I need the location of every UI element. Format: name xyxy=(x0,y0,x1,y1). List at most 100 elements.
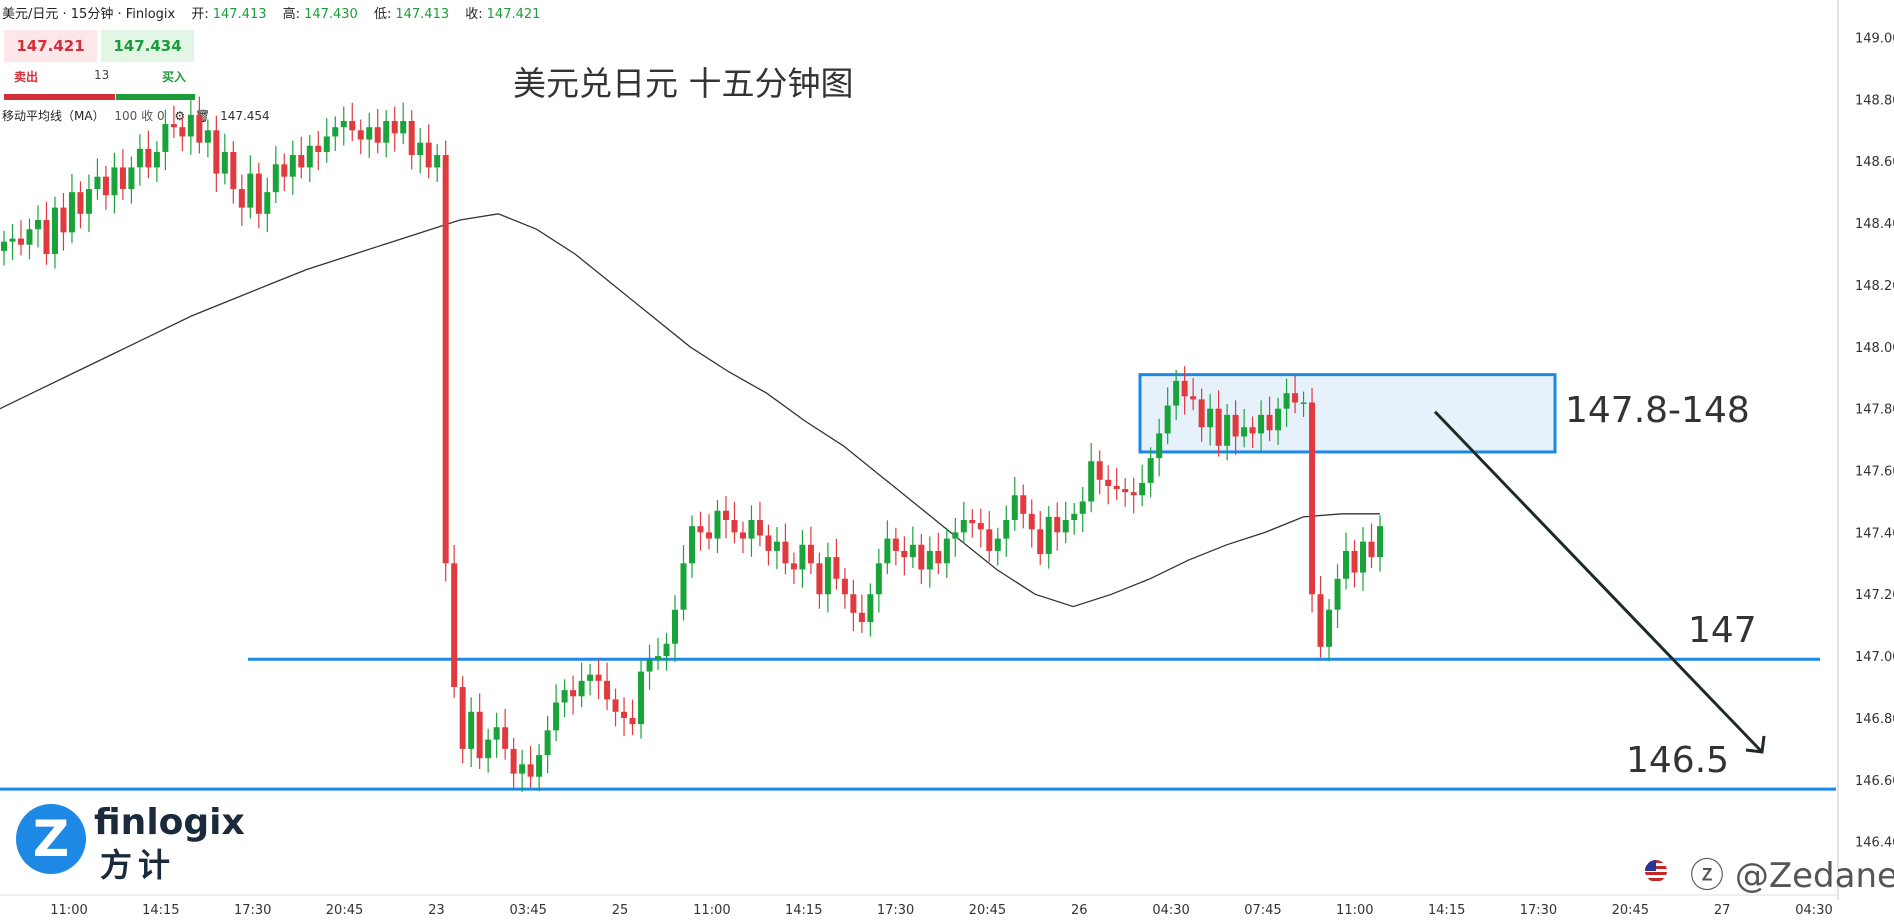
candle-body xyxy=(17,238,24,245)
candle-body xyxy=(85,189,92,214)
low-value: 147.413 xyxy=(395,7,450,22)
x-tick-label: 04:30 xyxy=(1152,903,1189,918)
candle-body xyxy=(926,550,933,570)
candle-body xyxy=(1258,414,1265,434)
candle-body xyxy=(1292,393,1299,403)
y-tick-label: 146.600 xyxy=(1855,774,1894,789)
candle-body xyxy=(782,541,789,564)
close-label: 收: xyxy=(465,7,483,22)
level-label-146-5: 146.5 xyxy=(1626,740,1730,781)
candle-body xyxy=(841,578,848,595)
candle-body xyxy=(170,124,177,128)
candle-body xyxy=(731,520,738,533)
candle-body xyxy=(451,563,458,688)
candle-body xyxy=(1249,427,1256,434)
candle-body xyxy=(102,176,109,196)
candle-body xyxy=(663,643,670,657)
y-tick-label: 147.800 xyxy=(1855,403,1894,418)
high-label: 高: xyxy=(282,7,301,22)
candle-body xyxy=(646,659,653,672)
candle-body xyxy=(196,114,203,143)
x-tick-label: 14:15 xyxy=(785,903,822,918)
candle-body xyxy=(689,526,695,564)
candle-body xyxy=(612,699,619,712)
sell-price[interactable]: 147.421 xyxy=(4,30,97,62)
x-tick-label: 17:30 xyxy=(234,903,271,918)
candle-body xyxy=(587,674,594,681)
candle-body xyxy=(977,523,984,530)
candle-body xyxy=(1207,408,1214,428)
buy-price[interactable]: 147.434 xyxy=(101,30,194,62)
candle-body xyxy=(638,671,645,725)
candle-body xyxy=(918,544,925,570)
candle-body xyxy=(655,656,662,660)
candle-body xyxy=(51,207,58,255)
ma-params: 100 收 0 xyxy=(114,109,165,123)
candle-body xyxy=(595,674,602,681)
candle-body xyxy=(604,680,611,700)
candle-body xyxy=(1368,541,1375,558)
candle-body xyxy=(858,612,865,623)
candle-body xyxy=(1028,513,1035,530)
candle-body xyxy=(1198,399,1205,428)
candle-body xyxy=(969,520,976,524)
candle-body xyxy=(561,690,568,703)
candle-body xyxy=(519,764,526,774)
candle-body xyxy=(1309,402,1316,595)
logo-mark-icon: Z xyxy=(16,804,86,874)
x-tick-label: 14:15 xyxy=(1428,903,1465,918)
candle-body xyxy=(26,229,33,245)
candle-body xyxy=(1113,485,1120,490)
buy-button[interactable]: 买入 xyxy=(162,70,187,84)
y-tick-label: 146.800 xyxy=(1855,712,1894,727)
y-tick-label: 146.400 xyxy=(1855,836,1894,851)
symbol-name: 美元/日元 · 15分钟 · Finlogix xyxy=(2,7,176,22)
candle-body xyxy=(230,151,237,190)
candle-body xyxy=(824,557,831,595)
candle-body xyxy=(714,510,721,539)
candle-body xyxy=(510,748,517,774)
candle-body xyxy=(1062,520,1069,533)
candle-body xyxy=(1079,501,1086,514)
candle-body xyxy=(1,241,7,251)
candle-body xyxy=(476,711,483,759)
candle-body xyxy=(1215,408,1222,446)
candle-body xyxy=(153,151,160,168)
candle-body xyxy=(315,145,322,152)
x-tick-label: 07:45 xyxy=(1244,903,1281,918)
candle-body xyxy=(799,544,806,570)
gear-icon[interactable]: ⚙ xyxy=(174,109,186,123)
y-tick-label: 148.800 xyxy=(1855,93,1894,108)
sell-button[interactable]: 卖出 xyxy=(14,70,39,84)
candle-body xyxy=(807,544,814,564)
candle-body xyxy=(629,717,636,725)
candle-body xyxy=(1266,414,1273,431)
candle-body xyxy=(408,121,415,156)
ma100-line xyxy=(0,213,1380,608)
candle-body xyxy=(722,510,729,521)
candle-body xyxy=(468,711,475,749)
candle-body xyxy=(1037,529,1044,555)
candle-body xyxy=(1105,479,1112,486)
candle-body xyxy=(366,127,373,140)
forecast-arrow-shaft xyxy=(1433,410,1764,754)
candle-body xyxy=(1334,578,1341,610)
candle-body xyxy=(485,739,492,759)
candle-body xyxy=(816,563,823,595)
candle-body xyxy=(884,538,891,564)
candle-body xyxy=(247,173,254,208)
candle-body xyxy=(943,538,950,564)
high-value: 147.430 xyxy=(304,7,358,22)
candle-body xyxy=(1224,414,1231,446)
logo-wordmark: finlogix xyxy=(94,802,245,843)
candle-body xyxy=(94,176,101,190)
candle-body xyxy=(400,121,407,134)
candle-body xyxy=(527,764,534,777)
x-tick-label: 17:30 xyxy=(877,903,914,918)
watermark-text: @Zedane xyxy=(1734,856,1894,896)
candle-body xyxy=(34,219,41,230)
ma-indicator-row: 移动平均线（MA） 100 收 0 ⚙ 🗑 147.454 xyxy=(2,107,270,124)
candle-body xyxy=(493,727,500,740)
candle-body xyxy=(790,563,797,570)
